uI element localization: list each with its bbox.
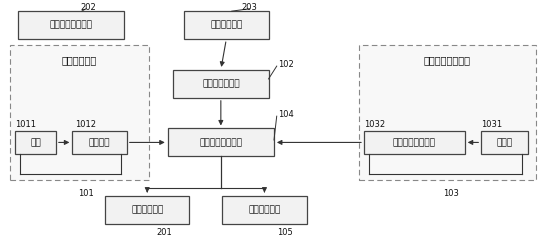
Text: 102: 102 bbox=[278, 60, 294, 69]
Bar bbox=[173, 70, 269, 98]
Text: 105: 105 bbox=[277, 228, 293, 237]
Text: 104: 104 bbox=[278, 110, 294, 120]
Bar bbox=[364, 131, 465, 154]
Text: 点餐机: 点餐机 bbox=[496, 138, 512, 147]
Text: 1032: 1032 bbox=[364, 120, 385, 129]
Text: 203: 203 bbox=[241, 3, 257, 12]
Bar bbox=[358, 45, 536, 180]
Text: 1031: 1031 bbox=[481, 120, 503, 129]
Text: 1012: 1012 bbox=[75, 120, 96, 129]
Text: 点餐信息管理单元: 点餐信息管理单元 bbox=[424, 55, 471, 65]
Text: 标识: 标识 bbox=[30, 138, 41, 147]
Bar bbox=[184, 11, 269, 39]
Text: 扫描终端: 扫描终端 bbox=[89, 138, 110, 147]
Text: 1011: 1011 bbox=[15, 120, 36, 129]
Bar bbox=[222, 196, 307, 224]
Bar bbox=[15, 131, 56, 154]
Bar bbox=[481, 131, 528, 154]
Bar bbox=[72, 131, 127, 154]
Text: 101: 101 bbox=[78, 189, 94, 198]
Text: 202: 202 bbox=[81, 3, 96, 12]
Text: 基础信息管理单元: 基础信息管理单元 bbox=[49, 21, 93, 30]
Text: 计划申请单元: 计划申请单元 bbox=[210, 21, 242, 30]
Bar bbox=[9, 45, 149, 180]
Text: 点餐数据统计单元: 点餐数据统计单元 bbox=[393, 138, 436, 147]
Text: 原材料管理单元: 原材料管理单元 bbox=[202, 79, 239, 88]
Bar bbox=[105, 196, 190, 224]
Text: 供货管理单元: 供货管理单元 bbox=[61, 55, 96, 65]
Bar bbox=[168, 128, 274, 156]
Text: 103: 103 bbox=[443, 189, 459, 198]
Text: 家长查询单元: 家长查询单元 bbox=[131, 205, 163, 214]
Text: 201: 201 bbox=[157, 228, 173, 237]
Bar bbox=[18, 11, 124, 39]
Text: 食品安全追溯单元: 食品安全追溯单元 bbox=[199, 138, 242, 147]
Text: 外部接口单元: 外部接口单元 bbox=[248, 205, 281, 214]
